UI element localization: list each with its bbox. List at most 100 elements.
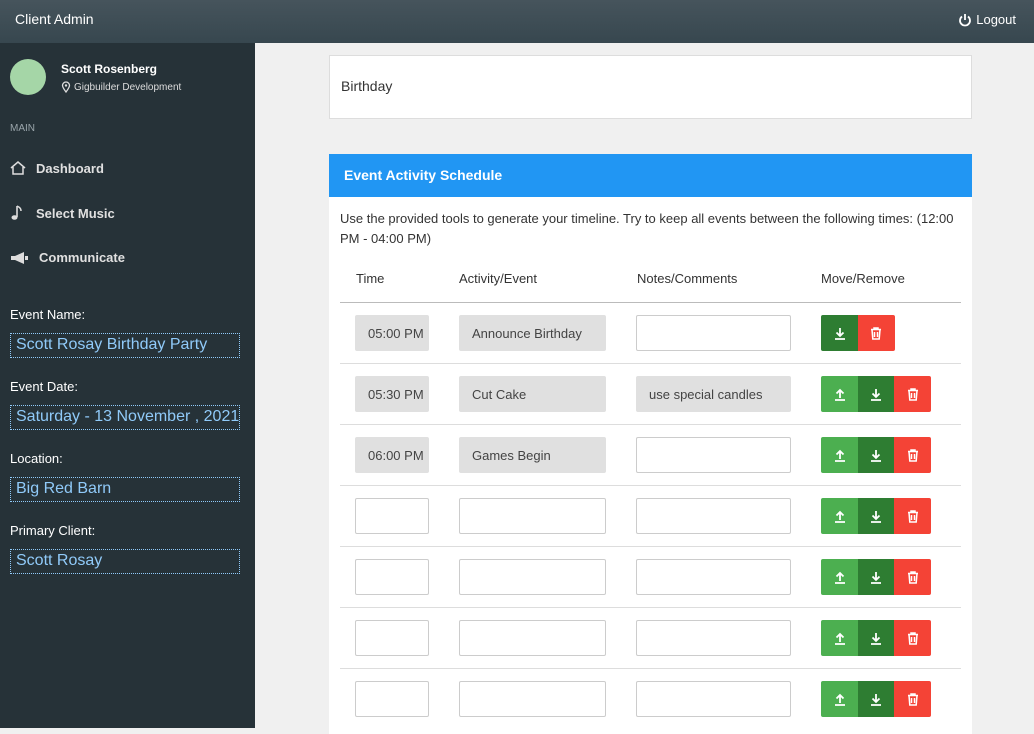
field-label: Event Name: [10, 307, 86, 322]
column-header: Activity/Event [459, 271, 538, 286]
time-input[interactable]: 06:00 PM [355, 437, 429, 473]
row-separator [340, 363, 961, 364]
del-icon [907, 570, 918, 584]
up-icon [834, 571, 845, 584]
remove-button[interactable] [894, 620, 931, 656]
time-input[interactable] [355, 620, 429, 656]
move-down-button[interactable] [857, 620, 895, 656]
music-icon [11, 205, 22, 220]
remove-button[interactable] [857, 315, 895, 351]
activity-input[interactable]: Cut Cake [459, 376, 606, 412]
notes-input[interactable] [636, 559, 791, 595]
down-icon [871, 571, 881, 584]
notes-input[interactable]: use special candles [636, 376, 791, 412]
time-input[interactable]: 05:00 PM [355, 315, 429, 351]
home-icon [10, 161, 26, 175]
menu-text: Select Music [36, 205, 115, 221]
user-company: Gigbuilder Development [61, 81, 181, 93]
activity-input[interactable] [459, 620, 606, 656]
megaphone-icon [11, 251, 28, 264]
del-icon [907, 448, 918, 462]
event-card: Birthday [329, 55, 972, 119]
activity-input[interactable]: Announce Birthday [459, 315, 606, 351]
move-up-button[interactable] [821, 498, 858, 534]
move-up-button[interactable] [821, 620, 858, 656]
remove-button[interactable] [894, 498, 931, 534]
move-down-button[interactable] [857, 498, 895, 534]
menu-text: Communicate [39, 250, 125, 265]
field-value[interactable]: Scott Rosay Birthday Party [10, 333, 240, 358]
field-value[interactable]: Scott Rosay [10, 549, 240, 574]
notes-input[interactable] [636, 315, 791, 351]
remove-button[interactable] [894, 681, 931, 717]
row-separator [340, 424, 961, 425]
time-input[interactable]: 05:30 PM [355, 376, 429, 412]
up-icon [834, 449, 845, 462]
up-icon [834, 510, 845, 523]
field-label: Location: [10, 451, 63, 466]
del-icon [907, 631, 918, 645]
schedule-description: Use the provided tools to generate your … [340, 211, 954, 246]
down-icon [871, 449, 881, 462]
sidebar: Scott Rosenberg Gigbuilder Development M… [0, 43, 255, 728]
time-input[interactable] [355, 498, 429, 534]
up-icon [834, 632, 845, 645]
move-up-button[interactable] [821, 681, 858, 717]
move-down-button[interactable] [857, 559, 895, 595]
logout[interactable]: Logout [958, 12, 1016, 27]
header-rule [340, 302, 961, 303]
down-icon [871, 388, 881, 401]
activity-input[interactable]: Games Begin [459, 437, 606, 473]
notes-input[interactable] [636, 681, 791, 717]
company-text: Gigbuilder Development [74, 81, 182, 93]
up-icon [834, 693, 845, 706]
schedule-header: Event Activity Schedule [329, 154, 972, 197]
row-separator [340, 607, 961, 608]
del-icon [907, 509, 918, 523]
column-header: Move/Remove [821, 271, 905, 286]
del-icon [907, 692, 918, 706]
top-bar: Client Admin Logout [0, 0, 1034, 43]
move-down-button[interactable] [857, 681, 895, 717]
down-icon [871, 510, 881, 523]
section-label: MAIN [10, 123, 35, 134]
del-icon [907, 387, 918, 401]
notes-input[interactable] [636, 437, 791, 473]
remove-button[interactable] [894, 376, 931, 412]
column-header: Time [356, 271, 385, 286]
menu-item[interactable]: Dashboard [10, 160, 104, 176]
move-up-button[interactable] [821, 559, 858, 595]
move-down-button[interactable] [857, 437, 895, 473]
move-up-button[interactable] [821, 376, 858, 412]
activity-input[interactable] [459, 681, 606, 717]
row-separator [340, 485, 961, 486]
time-input[interactable] [355, 559, 429, 595]
time-input[interactable] [355, 681, 429, 717]
notes-input[interactable] [636, 620, 791, 656]
move-up-button[interactable] [821, 437, 858, 473]
down-icon [871, 632, 881, 645]
down-icon [834, 327, 845, 340]
menu-item[interactable]: Communicate [10, 250, 125, 265]
app-title: Client Admin [15, 11, 94, 27]
move-down-button[interactable] [821, 315, 858, 351]
row-separator [340, 546, 961, 547]
menu-text: Dashboard [36, 160, 104, 176]
field-value[interactable]: Saturday - 13 November , 2021 [10, 405, 240, 430]
activity-input[interactable] [459, 498, 606, 534]
move-down-button[interactable] [857, 376, 895, 412]
column-header: Notes/Comments [637, 271, 738, 286]
user-name: Scott Rosenberg [61, 62, 158, 76]
notes-input[interactable] [636, 498, 791, 534]
field-value[interactable]: Big Red Barn [10, 477, 240, 502]
row-separator [340, 668, 961, 669]
remove-button[interactable] [894, 437, 931, 473]
down-icon [871, 693, 881, 706]
menu-item[interactable]: Select Music [10, 204, 115, 222]
field-label: Primary Client: [10, 523, 96, 538]
remove-button[interactable] [894, 559, 931, 595]
up-icon [834, 388, 845, 401]
logout-text: Logout [976, 12, 1016, 27]
activity-input[interactable] [459, 559, 606, 595]
